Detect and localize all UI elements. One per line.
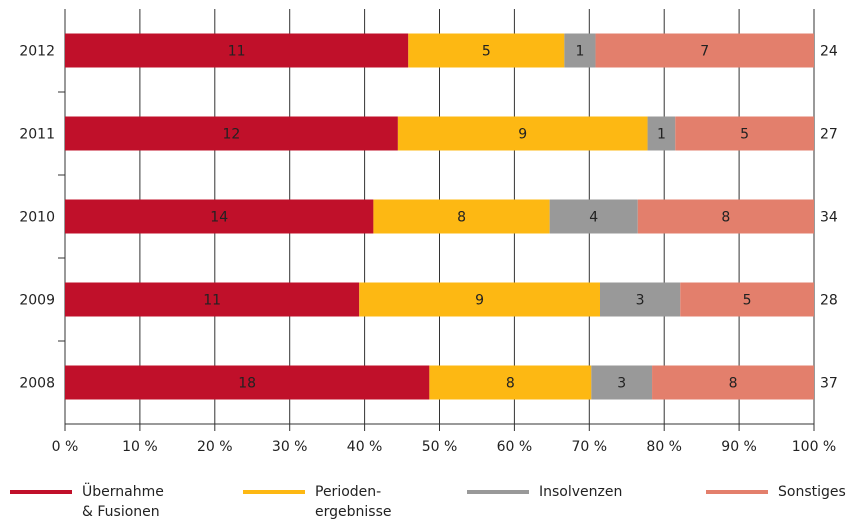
bar-segment: [680, 282, 814, 317]
bar-segment: [675, 116, 814, 151]
bar-value-label: 3: [617, 376, 626, 392]
legend: Übernahme & Fusionen Perioden- ergebnisse…: [0, 482, 855, 525]
x-tick-label: 50 %: [422, 439, 458, 455]
bar-value-label: 4: [589, 210, 598, 226]
bar-value-label: 1: [657, 127, 666, 143]
bar-value-label: 3: [636, 293, 645, 309]
category-label: 2011: [19, 127, 55, 143]
bar-value-label: 8: [729, 376, 738, 392]
total-label: 24: [820, 44, 838, 60]
category-label: 2009: [19, 293, 55, 309]
category-label: 2008: [19, 376, 55, 392]
legend-item: Insolvenzen: [467, 482, 622, 502]
x-tick-label: 100 %: [792, 439, 836, 455]
x-tick-label: 70 %: [572, 439, 608, 455]
x-tick-label: 30 %: [272, 439, 308, 455]
legend-item: Perioden- ergebnisse: [243, 482, 391, 522]
bar-value-label: 11: [203, 293, 221, 309]
bar-value-label: 14: [210, 210, 228, 226]
legend-swatch: [10, 490, 72, 494]
bar-value-label: 9: [518, 127, 527, 143]
bar-value-label: 8: [457, 210, 466, 226]
bar-segment: [65, 33, 409, 68]
legend-item: Sonstiges: [706, 482, 846, 502]
bar-segment: [647, 116, 676, 151]
x-tick-label: 80 %: [646, 439, 682, 455]
legend-swatch: [243, 490, 305, 494]
bar-segment: [637, 199, 814, 234]
bar-value-label: 1: [575, 44, 584, 60]
category-label: 2010: [19, 210, 55, 226]
bar-value-label: 8: [506, 376, 515, 392]
bar-segment: [65, 199, 374, 234]
bar-value-label: 8: [721, 210, 730, 226]
bar-segment: [600, 282, 681, 317]
bar-segment: [373, 199, 550, 234]
x-tick-label: 10 %: [122, 439, 158, 455]
bar-value-label: 7: [700, 44, 709, 60]
bar-segment: [549, 199, 638, 234]
bar-segment: [65, 365, 430, 400]
x-tick-label: 40 %: [347, 439, 383, 455]
bar-segment: [397, 116, 648, 151]
total-label: 37: [820, 376, 838, 392]
legend-label: Perioden- ergebnisse: [315, 484, 392, 520]
legend-swatch: [467, 490, 529, 494]
bar-value-label: 5: [740, 127, 749, 143]
bar-segment: [595, 33, 814, 68]
legend-item: Übernahme & Fusionen: [10, 482, 164, 522]
bar-segment: [408, 33, 565, 68]
bar-segment: [564, 33, 596, 68]
legend-label: Übernahme & Fusionen: [82, 484, 164, 520]
bar-value-label: 5: [743, 293, 752, 309]
bar-segment: [429, 365, 592, 400]
category-label: 2012: [19, 44, 55, 60]
bar-segment: [65, 116, 398, 151]
total-label: 28: [820, 293, 838, 309]
legend-label: Sonstiges: [778, 484, 846, 500]
bar-segment: [591, 365, 653, 400]
bar-value-label: 12: [223, 127, 241, 143]
stacked-bar-chart: 0 % 10 % 20 % 30 % 40 % 50 % 60 % 70 % 80 % 90 % 1…: [19, 9, 838, 455]
bar-value-label: 11: [228, 44, 246, 60]
bar-value-label: 18: [238, 376, 256, 392]
bar-value-label: 5: [482, 44, 491, 60]
legend-label: Insolvenzen: [539, 484, 623, 500]
x-tick-label: 60 %: [497, 439, 533, 455]
total-label: 34: [820, 210, 838, 226]
x-tick-label: 0 %: [52, 439, 79, 455]
x-tick-label: 90 %: [721, 439, 757, 455]
bar-segment: [652, 365, 814, 400]
bar-segment: [359, 282, 600, 317]
legend-swatch: [706, 490, 768, 494]
bar-segment: [65, 282, 360, 317]
x-tick-label: 20 %: [197, 439, 233, 455]
total-label: 27: [820, 127, 838, 143]
bar-value-label: 9: [475, 293, 484, 309]
